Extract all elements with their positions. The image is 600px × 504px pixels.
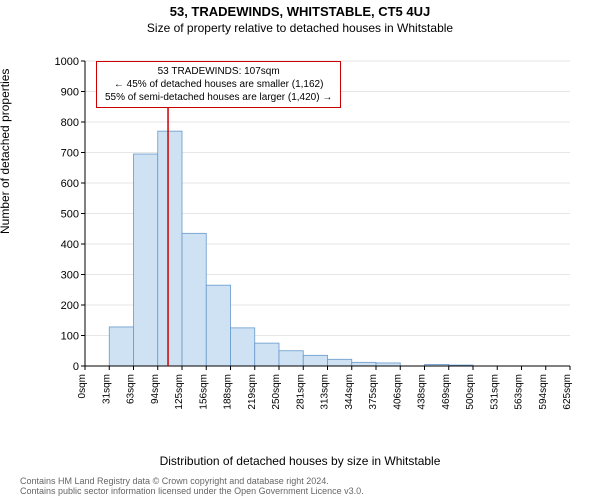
svg-text:900: 900 xyxy=(61,87,79,99)
y-axis-label: Number of detached properties xyxy=(0,69,12,234)
footer-line2: Contains public sector information licen… xyxy=(20,486,364,496)
svg-text:100: 100 xyxy=(61,331,79,343)
page-title: 53, TRADEWINDS, WHITSTABLE, CT5 4UJ xyxy=(0,4,600,19)
svg-text:188sqm: 188sqm xyxy=(223,374,234,410)
svg-text:438sqm: 438sqm xyxy=(417,374,428,410)
svg-text:625sqm: 625sqm xyxy=(562,374,573,410)
svg-text:500sqm: 500sqm xyxy=(465,374,476,410)
svg-text:469sqm: 469sqm xyxy=(441,374,452,410)
svg-text:156sqm: 156sqm xyxy=(198,374,209,410)
info-line2: ← 45% of detached houses are smaller (1,… xyxy=(105,78,332,91)
svg-text:200: 200 xyxy=(61,300,79,312)
svg-text:125sqm: 125sqm xyxy=(174,374,185,410)
svg-text:600: 600 xyxy=(61,178,79,190)
svg-text:594sqm: 594sqm xyxy=(538,374,549,410)
svg-text:0: 0 xyxy=(73,361,79,373)
info-line3: 55% of semi-detached houses are larger (… xyxy=(105,91,332,104)
chart-area: 0 100 200 300 400 500 600 700 800 900 1000 0sqm 31sq… xyxy=(55,56,575,416)
svg-text:400: 400 xyxy=(61,239,79,251)
footer-attribution: Contains HM Land Registry data © Crown c… xyxy=(20,476,364,496)
svg-text:31sqm: 31sqm xyxy=(101,374,112,404)
page-subtitle: Size of property relative to detached ho… xyxy=(0,21,600,35)
svg-text:531sqm: 531sqm xyxy=(489,374,500,410)
footer-line1: Contains HM Land Registry data © Crown c… xyxy=(20,476,364,486)
svg-text:313sqm: 313sqm xyxy=(320,374,331,410)
svg-text:250sqm: 250sqm xyxy=(271,374,282,410)
svg-text:94sqm: 94sqm xyxy=(150,374,161,404)
histogram-chart: 0 100 200 300 400 500 600 700 800 900 1000 0sqm 31sq… xyxy=(55,56,575,416)
info-box: 53 TRADEWINDS: 107sqm ← 45% of detached … xyxy=(96,61,341,108)
svg-text:219sqm: 219sqm xyxy=(247,374,258,410)
svg-text:800: 800 xyxy=(61,117,79,129)
svg-text:563sqm: 563sqm xyxy=(514,374,525,410)
svg-text:406sqm: 406sqm xyxy=(392,374,403,410)
svg-text:281sqm: 281sqm xyxy=(295,374,306,410)
svg-text:500: 500 xyxy=(61,209,79,221)
svg-text:300: 300 xyxy=(61,270,79,282)
x-axis-label: Distribution of detached houses by size … xyxy=(0,454,600,468)
svg-text:1000: 1000 xyxy=(55,56,79,68)
info-line1: 53 TRADEWINDS: 107sqm xyxy=(105,65,332,78)
svg-text:63sqm: 63sqm xyxy=(126,374,137,404)
svg-text:0sqm: 0sqm xyxy=(77,374,88,398)
svg-text:375sqm: 375sqm xyxy=(368,374,379,410)
svg-text:344sqm: 344sqm xyxy=(344,374,355,410)
svg-text:700: 700 xyxy=(61,148,79,160)
